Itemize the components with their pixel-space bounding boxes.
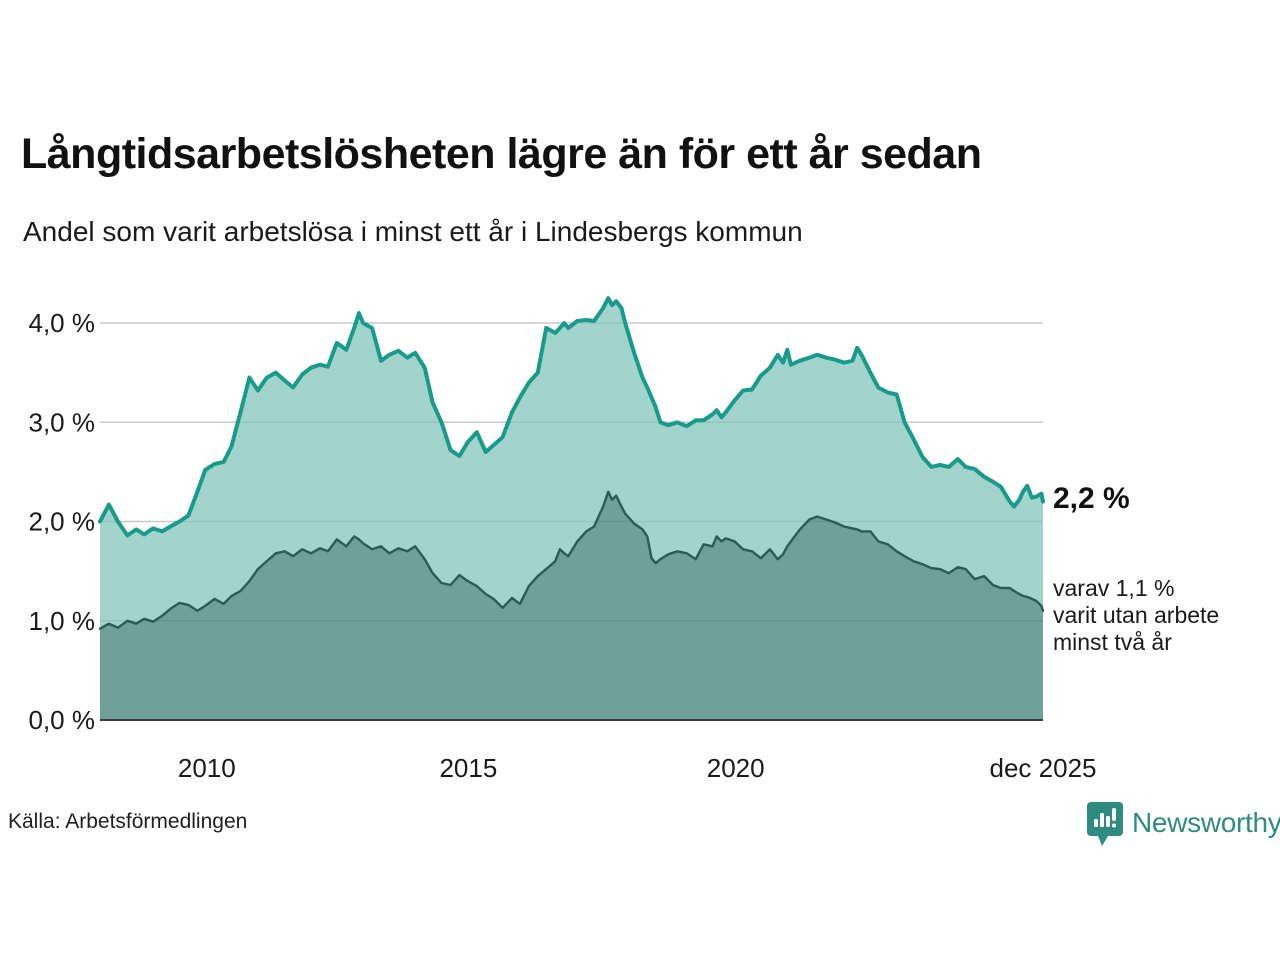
latest-value-label: 2,2 % bbox=[1053, 482, 1130, 515]
x-tick-label: 2020 bbox=[707, 753, 765, 780]
x-tick-label: dec 2025 bbox=[990, 753, 1097, 780]
x-tick-label: 2010 bbox=[178, 753, 236, 780]
latest-subseries-line1: varav 1,1 % bbox=[1053, 575, 1175, 601]
latest-subseries-line3: minst två år bbox=[1053, 629, 1172, 655]
y-tick-label: 4,0 % bbox=[29, 308, 96, 338]
y-tick-label: 0,0 % bbox=[29, 705, 96, 735]
series-line-1 bbox=[98, 296, 1045, 538]
newsworthy-logo: Newsworthy bbox=[1086, 801, 1280, 847]
y-tick-label: 3,0 % bbox=[29, 407, 96, 437]
latest-subseries-line2: varit utan arbete bbox=[1053, 602, 1220, 628]
newsworthy-logo-icon bbox=[1087, 802, 1123, 846]
series-area-2 bbox=[100, 491, 1043, 720]
y-tick-label: 1,0 % bbox=[29, 606, 96, 636]
area-chart: 0,0 % 1,0 % 2,0 % 3,0 % 4,0 % 2010 2015 2020 dec… bbox=[0, 280, 1280, 783]
series-line-2 bbox=[98, 490, 1045, 630]
newsworthy-logo-text: Newsworthy bbox=[1132, 807, 1280, 838]
page-title: Långtidsarbetslösheten lägre än för ett … bbox=[21, 130, 982, 178]
y-tick-label: 2,0 % bbox=[29, 507, 96, 537]
chart-svg: 0,0 % 1,0 % 2,0 % 3,0 % 4,0 % 2010 2015 2020 dec… bbox=[29, 296, 1097, 783]
x-tick-label: 2015 bbox=[439, 753, 497, 780]
latest-subseries-label: varav 1,1 % varit utan arbete minst två … bbox=[1053, 575, 1219, 656]
source-credit: Källa: Arbetsförmedlingen bbox=[8, 810, 248, 833]
page-subtitle: Andel som varit arbetslösa i minst ett å… bbox=[23, 216, 803, 247]
